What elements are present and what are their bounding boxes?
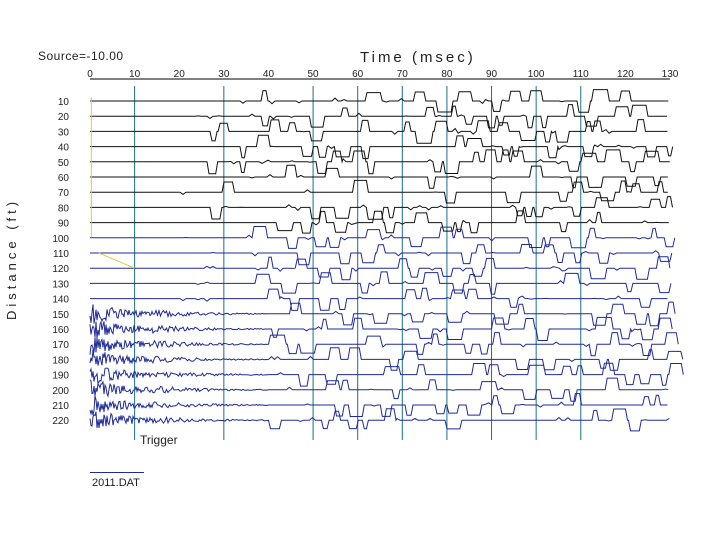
source-label: Source=-10.00 [38,49,124,63]
trace-90ft [90,210,669,234]
y-tick-50: 50 [58,158,70,169]
trigger-label: Trigger [140,433,178,447]
y-tick-130: 130 [52,279,69,290]
y-tick-140: 140 [52,295,69,306]
y-tick-210: 210 [52,401,69,412]
trace-30ft [90,119,668,144]
trace-190ft [89,362,684,387]
file-label-rule [90,472,144,473]
trace-210ft [89,393,668,417]
trace-70ft [90,179,668,204]
x-tick-100: 100 [528,69,545,80]
y-tick-labels: 10 20 30 40 50 60 70 80 90 100 110 120 130 140 150 160 1… [52,97,69,427]
trace-160ft [89,316,673,341]
y-tick-190: 190 [52,371,69,382]
y-tick-40: 40 [58,143,70,154]
x-tick-20: 20 [174,69,186,80]
y-tick-80: 80 [58,203,70,214]
x-tick-10: 10 [129,69,141,80]
x-tick-70: 70 [397,69,409,80]
trace-170ft [89,332,679,357]
x-tick-40: 40 [263,69,275,80]
y-tick-100: 100 [52,234,69,245]
y-tick-170: 170 [52,340,69,351]
x-tick-labels: 0 10 20 30 40 50 60 70 80 90 100 110 120 130 [87,69,679,80]
trace-50ft [90,149,670,175]
trace-110ft [90,244,673,266]
x-tick-120: 120 [617,69,634,80]
y-tick-180: 180 [52,355,69,366]
y-tick-60: 60 [58,173,70,184]
trace-80ft [90,196,673,220]
y-tick-90: 90 [58,219,70,230]
x-tick-90: 90 [486,69,498,80]
y-tick-120: 120 [52,264,69,275]
y-tick-110: 110 [53,249,69,260]
first-arrival-markers [90,97,135,269]
y-tick-70: 70 [58,188,70,199]
y-tick-200: 200 [52,386,69,397]
x-tick-80: 80 [441,69,453,80]
y-tick-160: 160 [52,325,69,336]
trace-120ft [90,256,671,281]
x-tick-110: 110 [573,69,589,80]
trace-150ft [89,301,676,327]
file-label: 2011.DAT [92,477,140,489]
first-arrival-line-lower [98,252,135,269]
x-axis-title: Time (msec) [360,49,476,66]
trace-10ft [90,89,669,113]
y-axis-title: Distance (ft) [4,197,19,320]
trace-200ft [89,377,669,402]
x-tick-130: 130 [662,69,679,80]
x-tick-50: 50 [308,69,320,80]
trace-100ft [90,226,676,249]
trace-180ft [89,347,684,371]
x-tick-0: 0 [87,69,93,80]
x-tick-60: 60 [352,69,364,80]
trace-130ft [90,271,672,295]
y-tick-10: 10 [58,97,70,108]
trace-40ft [90,134,674,160]
time-lines [134,86,582,440]
y-tick-150: 150 [52,310,69,321]
trace-220ft [89,408,670,432]
trace-20ft [90,104,667,129]
trace-group [89,89,684,432]
x-tick-30: 30 [218,69,230,80]
trace-140ft [90,287,668,311]
y-tick-30: 30 [58,127,70,138]
y-tick-220: 220 [52,416,69,427]
y-tick-20: 20 [58,112,70,123]
